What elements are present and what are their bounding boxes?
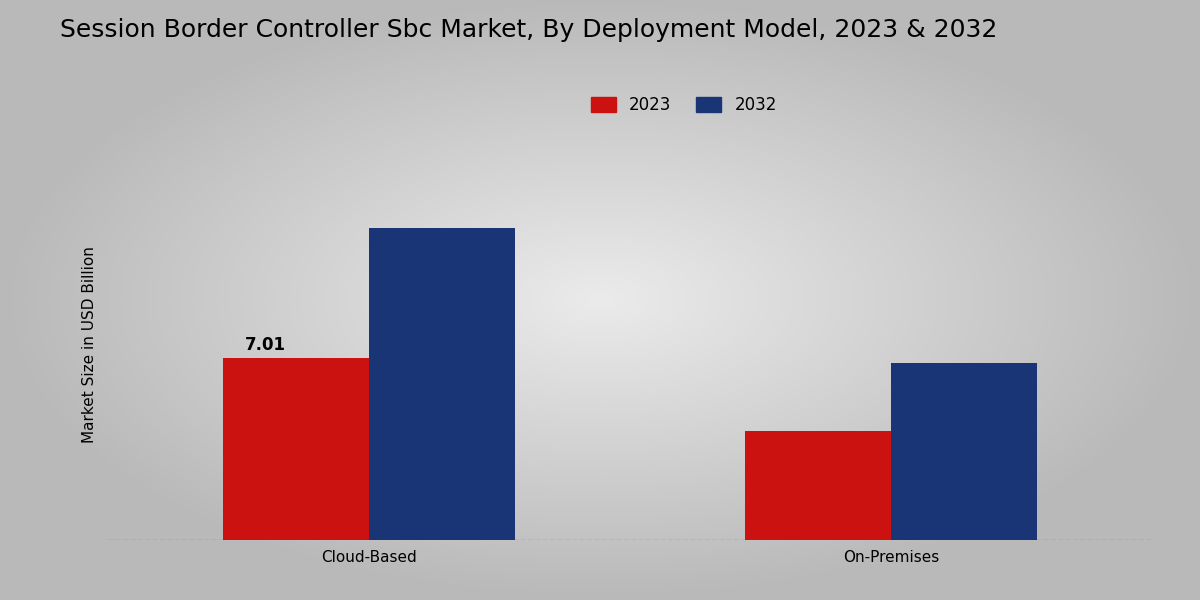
Bar: [745, 431, 890, 540]
Y-axis label: Market Size in USD Billion: Market Size in USD Billion: [82, 247, 97, 443]
Bar: [223, 358, 370, 540]
Bar: [890, 363, 1037, 540]
Text: 7.01: 7.01: [245, 336, 286, 354]
Bar: [370, 228, 515, 540]
Legend: 2023, 2032: 2023, 2032: [584, 89, 784, 121]
Text: Session Border Controller Sbc Market, By Deployment Model, 2023 & 2032: Session Border Controller Sbc Market, By…: [60, 18, 997, 42]
